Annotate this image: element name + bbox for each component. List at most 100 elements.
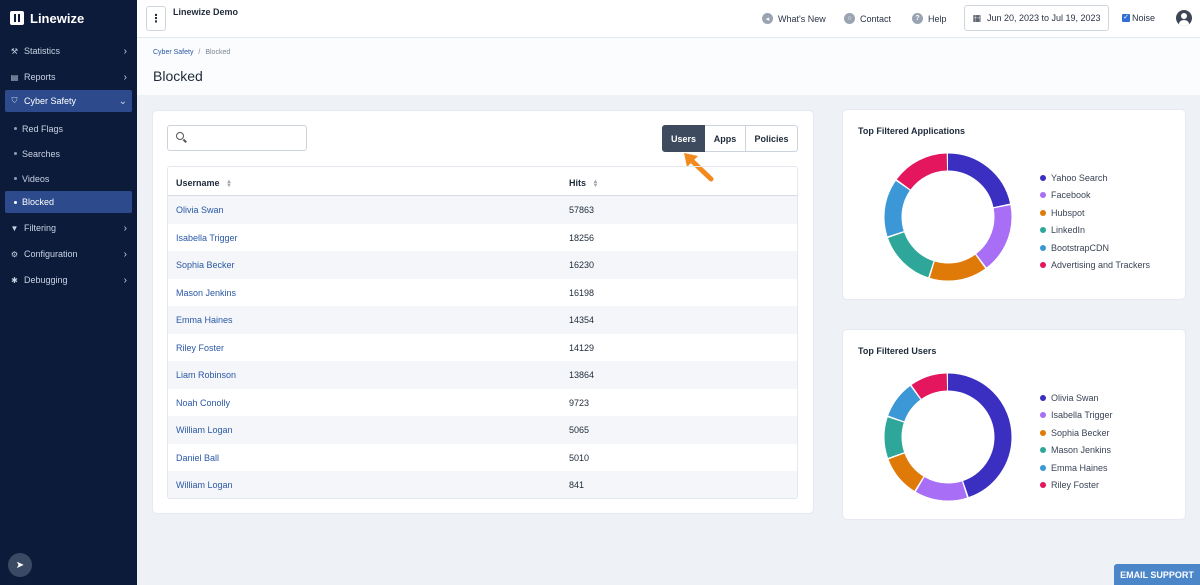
tab-apps[interactable]: Apps — [705, 125, 746, 152]
sidebar-item-label: Debugging — [24, 275, 68, 285]
legend-item[interactable]: LinkedIn — [1040, 222, 1150, 240]
legend-swatch — [1040, 464, 1046, 471]
legend-swatch — [1040, 227, 1046, 234]
legend-swatch — [1040, 244, 1046, 251]
sidebar-subitem-blocked[interactable]: Blocked — [5, 191, 132, 213]
legend-swatch — [1040, 262, 1046, 269]
top-filtered-applications-card: Top Filtered Applications Yahoo Search F… — [843, 110, 1185, 299]
applications-donut-chart — [884, 153, 1012, 281]
sidebar-item-configuration[interactable]: ⚙ Configuration › — [0, 241, 137, 267]
tab-users[interactable]: Users — [662, 125, 705, 152]
legend-item[interactable]: Riley Foster — [1040, 477, 1113, 495]
user-avatar-icon[interactable] — [1176, 10, 1192, 26]
legend-item[interactable]: Hubspot — [1040, 204, 1150, 222]
legend-item[interactable]: Sophia Becker — [1040, 424, 1113, 442]
username-link[interactable]: Liam Robinson — [176, 370, 237, 380]
breadcrumb-link-cyber-safety[interactable]: Cyber Safety — [153, 49, 194, 56]
noise-toggle[interactable]: ✓ Noise — [1122, 13, 1155, 23]
send-feedback-button[interactable]: ➤ — [8, 553, 32, 577]
legend-item[interactable]: Emma Haines — [1040, 459, 1113, 477]
bug-icon: ✱ — [11, 275, 18, 285]
bullet-icon — [14, 152, 17, 155]
sidebar-item-cyber-safety[interactable]: ⛉ Cyber Safety ⌄ — [5, 90, 132, 112]
sidebar-item-label: Reports — [24, 72, 56, 82]
username-link[interactable]: Olivia Swan — [176, 205, 224, 215]
username-link[interactable]: Noah Conolly — [176, 397, 231, 408]
email-support-button[interactable]: EMAIL SUPPORT — [1114, 564, 1200, 585]
username-link[interactable]: Isabella Trigger — [176, 232, 238, 243]
table-row: William Logan 5065 — [167, 416, 798, 444]
calendar-icon: ▦ — [972, 12, 981, 23]
legend-item[interactable]: Facebook — [1040, 187, 1150, 205]
users-table: Username ▲ ▼ Hits ▲ ▼ Olivia Swan 57863 Isa… — [167, 166, 798, 499]
checkbox-checked-icon[interactable]: ✓ — [1122, 14, 1130, 22]
whats-new-link[interactable]: ◂ What's New — [762, 13, 826, 24]
table-header: Username ▲ ▼ Hits ▲ ▼ — [167, 166, 798, 196]
username-link[interactable]: Mason Jenkins — [176, 287, 237, 298]
date-range-picker[interactable]: ▦ Jun 20, 2023 to Jul 19, 2023 — [964, 5, 1109, 31]
hits-value: 5065 — [569, 425, 590, 435]
legend-item[interactable]: Olivia Swan — [1040, 389, 1113, 407]
sidebar-item-debugging[interactable]: ✱ Debugging › — [0, 267, 137, 293]
sidebar-item-label: Configuration — [24, 249, 78, 259]
donut-slice-facebook[interactable] — [884, 153, 1012, 281]
noise-label: Noise — [1132, 13, 1156, 23]
legend-item[interactable]: Yahoo Search — [1040, 169, 1150, 187]
tab-policies[interactable]: Policies — [746, 125, 798, 152]
donut-slice-mason-jenkins[interactable] — [884, 373, 1012, 501]
search-field[interactable] — [167, 125, 307, 151]
legend-item[interactable]: Advertising and Trackers — [1040, 257, 1150, 275]
sidebar-subitem-searches[interactable]: Searches — [0, 141, 137, 166]
chart-title: Top Filtered Users — [858, 346, 937, 356]
contact-link[interactable]: ○ Contact — [844, 13, 891, 24]
sidebar-item-reports[interactable]: ▤ Reports › — [0, 64, 137, 90]
breadcrumb: Cyber Safety / Blocked — [153, 49, 230, 56]
legend-label: Sophia Becker — [1051, 427, 1110, 438]
donut-slice-yahoo-search[interactable] — [884, 153, 1012, 281]
username-link[interactable]: William Logan — [176, 425, 233, 435]
column-header-hits[interactable]: Hits ▲ ▼ — [569, 178, 598, 189]
hits-value: 841 — [569, 480, 585, 490]
sidebar-item-filtering[interactable]: ▼ Filtering › — [0, 215, 137, 241]
donut-slice-isabella-trigger[interactable] — [884, 373, 1012, 501]
donut-slice-olivia-swan[interactable] — [884, 373, 1012, 501]
contact-icon: ○ — [844, 13, 855, 24]
legend-label: BootstrapCDN — [1051, 242, 1110, 253]
sidebar-subitem-videos[interactable]: Videos — [0, 166, 137, 191]
hits-value: 18256 — [569, 232, 595, 243]
username-link[interactable]: Emma Haines — [176, 315, 233, 325]
column-header-username[interactable]: Username ▲ ▼ — [176, 178, 232, 189]
sidebar-subitem-label: Red Flags — [22, 123, 64, 134]
hits-value: 5010 — [569, 452, 590, 463]
users-donut-chart — [884, 373, 1012, 501]
donut-slice-hubspot[interactable] — [884, 153, 1012, 281]
legend-item[interactable]: Mason Jenkins — [1040, 442, 1113, 460]
username-link[interactable]: Daniel Ball — [176, 452, 220, 463]
bullet-icon — [14, 127, 17, 130]
chart-icon: ⚒ — [10, 46, 19, 56]
username-link[interactable]: Sophia Becker — [176, 260, 235, 270]
brand[interactable]: Linewize — [0, 0, 137, 36]
topbar: ⋮ Linewize Demo ◂ What's New ○ Contact ?… — [137, 0, 1200, 38]
sidebar-subitem-red-flags[interactable]: Red Flags — [0, 116, 137, 141]
legend-swatch — [1040, 447, 1046, 454]
legend-item[interactable]: BootstrapCDN — [1040, 239, 1150, 257]
help-icon: ? — [912, 13, 923, 24]
linewize-logo-icon — [10, 11, 24, 25]
legend-label: Advertising and Trackers — [1051, 260, 1151, 271]
kebab-menu-button[interactable]: ⋮ — [146, 6, 166, 31]
chart-title: Top Filtered Applications — [858, 126, 966, 136]
legend-item[interactable]: Isabella Trigger — [1040, 407, 1113, 425]
search-input[interactable] — [190, 130, 300, 146]
legend-swatch — [1040, 192, 1046, 199]
help-link[interactable]: ? Help — [912, 13, 947, 24]
page-header: Cyber Safety / Blocked Blocked — [137, 38, 1200, 95]
username-link[interactable]: Riley Foster — [176, 342, 225, 353]
legend-label: Emma Haines — [1051, 462, 1108, 473]
help-label: Help — [928, 13, 947, 24]
bullet-icon — [14, 177, 17, 180]
table-row: Noah Conolly 9723 — [167, 388, 798, 416]
donut-slice-bootstrapcdn[interactable] — [884, 153, 1012, 281]
sidebar-item-statistics[interactable]: ⚒ Statistics › — [0, 38, 137, 64]
username-link[interactable]: William Logan — [176, 480, 233, 490]
